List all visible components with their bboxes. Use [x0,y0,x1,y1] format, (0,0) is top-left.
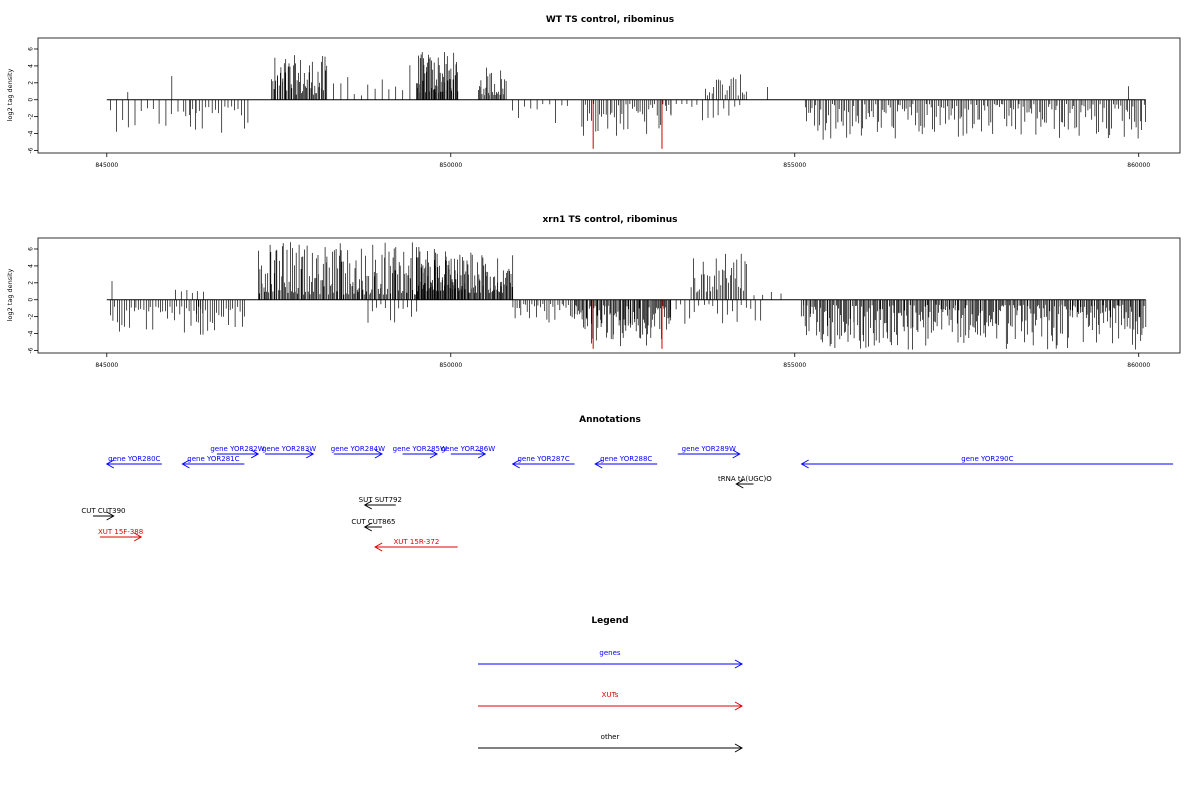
feature-arrow-head [105,459,115,469]
y-tick-label: 4 [28,64,35,68]
y-tick-label: 4 [28,264,35,268]
y-tick-label: -4 [28,330,35,336]
y-tick-label: 2 [28,281,35,285]
y-tick-label: 2 [28,81,35,85]
legend-arrow-head [734,701,744,711]
feature-label: gene YOR290C [961,455,1013,463]
y-tick-label: 0 [28,298,35,302]
feature-arrow-head [800,459,809,469]
y-tick-label: -6 [28,347,35,353]
feature-label: CUT CUT390 [81,507,125,515]
y-tick-label: 6 [28,47,35,51]
x-tick-label: 845000 [95,162,118,169]
panel-wt-title: WT TS control, ribominus [546,15,674,25]
feature-arrow-head [511,459,520,469]
feature-arrow-head [305,449,315,459]
y-tick-label: -2 [28,113,35,119]
panel-xrn1-yticks: -6 -4 -2 0 2 4 6 [28,247,38,353]
panel-wt-ylabel: log2 tag density [6,69,14,122]
feature-label: gene YOR287C [517,455,569,463]
x-tick-label: 855000 [783,162,806,169]
x-tick-label: 845000 [95,362,118,369]
feature-label: gene YOR286W [441,445,495,453]
annotations-title: Annotations [579,415,641,425]
legend-label: other [601,733,620,741]
feature-label: gene YOR289W [682,445,736,453]
y-tick-label: -4 [28,130,35,136]
panel-xrn1-bars [106,242,1147,350]
x-tick-label: 855000 [783,362,806,369]
feature-arrow-head [133,532,143,542]
feature-arrow-head [429,449,439,459]
feature-arrow-head [363,522,373,532]
feature-label: SUT SUT792 [359,496,402,504]
x-tick-label: 860000 [1127,362,1150,369]
legend-arrow-head [734,743,744,753]
y-tick-label: 0 [28,98,35,102]
legend-entries: genes XUTs other [478,649,744,753]
panel-wt-bars [106,52,1146,149]
y-tick-label: -6 [28,147,35,153]
feature-arrow-head [181,459,190,469]
feature-label: gene YOR281C [187,455,239,463]
feature-arrow-head [477,449,487,459]
feature-label: gene YOR284W [331,445,385,453]
panel-wt-frame [37,37,1181,154]
feature-arrow-head [106,511,115,521]
panel-xrn1-frame [37,237,1181,354]
feature-arrow-head [363,500,373,510]
x-tick-label: 850000 [439,162,462,169]
annotations-panel: Annotations gene YOR280C gene YOR281C gene… [81,415,1174,552]
feature-label: gene YOR280C [108,455,160,463]
x-tick-label: 850000 [439,362,462,369]
x-tick-label: 860000 [1127,162,1150,169]
feature-label: XUT 15R-372 [394,538,440,546]
panel-xrn1-title: xrn1 TS control, ribominus [542,215,677,225]
feature-arrow-head [374,449,383,459]
feature-label: XUT 15F-388 [98,528,143,536]
panel-wt: WT TS control, ribominus log2 tag densit… [6,15,1181,169]
legend-panel: Legend genes XUTs other [478,616,744,753]
y-tick-label: 6 [28,247,35,251]
legend-arrow-head [734,659,744,669]
feature-label: gene YOR285W [393,445,447,453]
feature-label: gene YOR288C [600,455,652,463]
feature-label: CUT CUT865 [351,518,395,526]
panel-wt-xticks: 845000 850000 855000 860000 [95,153,1150,169]
legend-title: Legend [591,616,628,626]
feature-arrow-head [374,542,383,552]
panel-xrn1: xrn1 TS control, ribominus log2 tag dens… [6,215,1181,369]
panel-xrn1-ylabel: log2 tag density [6,269,14,322]
legend-label: genes [599,649,620,657]
feature-label: gene YOR282W [210,445,264,453]
panel-wt-yticks: -6 -4 -2 0 2 4 6 [28,47,38,153]
feature-arrow-head [732,449,741,459]
feature-label: tRNA tA(UGC)O [718,475,772,483]
feature-arrow-head [250,449,260,459]
legend-label: XUTs [602,691,619,699]
panel-xrn1-xticks: 845000 850000 855000 860000 [95,353,1150,369]
feature-label: gene YOR283W [262,445,316,453]
feature-arrow-head [735,479,744,489]
y-tick-label: -2 [28,313,35,319]
feature-arrow-head [594,459,603,469]
